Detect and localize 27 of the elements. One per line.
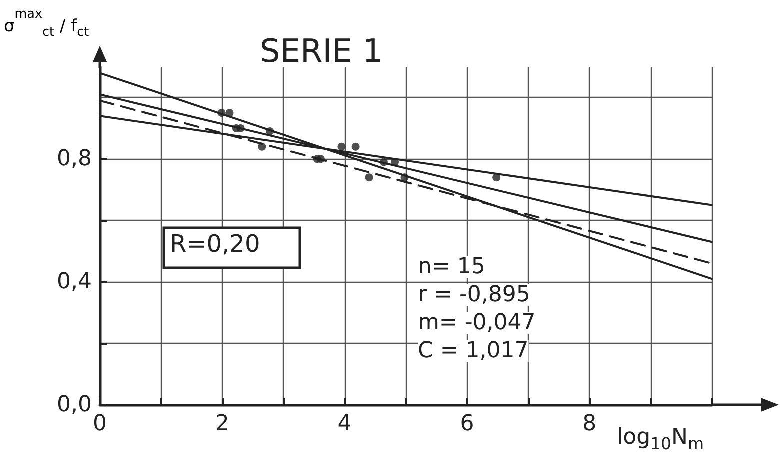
point	[266, 128, 274, 136]
point	[226, 109, 234, 118]
x-tick-label: 6	[460, 412, 474, 436]
point	[365, 174, 374, 182]
y-tick-label: 0,0	[57, 392, 92, 418]
annotation: r = -0,895	[418, 282, 530, 308]
annotation: R=0,20	[170, 230, 260, 258]
point	[236, 124, 245, 132]
x-tick-label: 4	[338, 412, 352, 436]
annotation: n= 15	[418, 254, 486, 280]
point	[400, 174, 409, 182]
y-tick-label: 0,4	[57, 270, 92, 295]
annotation: C = 1,017	[418, 338, 529, 364]
chart-title: SERIE 1	[260, 32, 383, 70]
point	[338, 142, 346, 151]
point	[352, 142, 360, 151]
point	[390, 158, 399, 166]
point	[316, 155, 325, 164]
x-tick-label: 8	[582, 412, 597, 436]
point	[258, 142, 266, 151]
x-tick-label: 2	[215, 412, 230, 436]
point	[492, 174, 501, 182]
point	[218, 109, 226, 118]
y-tick-label: 0,8	[57, 146, 92, 172]
point	[380, 158, 388, 166]
annotation: m= -0,047	[418, 310, 536, 336]
x-tick-label: 0	[93, 412, 107, 436]
